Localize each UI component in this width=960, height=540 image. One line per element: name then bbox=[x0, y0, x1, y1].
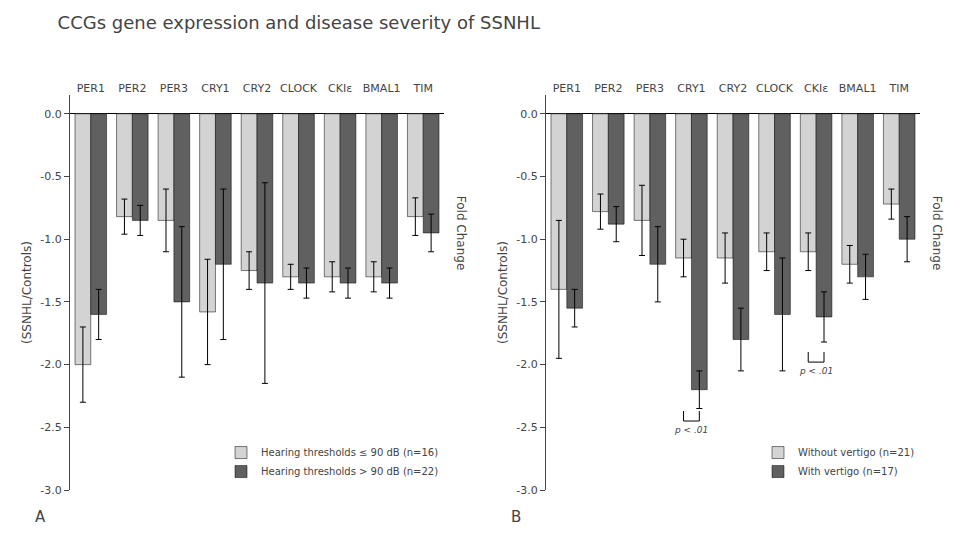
svg-text:CLOCK: CLOCK bbox=[756, 82, 794, 95]
svg-text:TIM: TIM bbox=[888, 82, 908, 95]
svg-text:With vertigo (n=17): With vertigo (n=17) bbox=[798, 466, 898, 477]
svg-text:-0.5: -0.5 bbox=[516, 170, 537, 183]
svg-text:CKIε: CKIε bbox=[328, 82, 352, 95]
svg-text:PER3: PER3 bbox=[636, 82, 664, 95]
svg-text:-2.0: -2.0 bbox=[40, 358, 61, 371]
svg-text:-2.5: -2.5 bbox=[516, 421, 537, 434]
svg-text:-1.0: -1.0 bbox=[40, 233, 61, 246]
svg-text:-0.5: -0.5 bbox=[40, 170, 61, 183]
svg-text:Fold Change: Fold Change bbox=[930, 196, 944, 271]
svg-text:p < .01: p < .01 bbox=[674, 425, 708, 435]
svg-text:-1.5: -1.5 bbox=[40, 296, 61, 309]
svg-text:BMAL1: BMAL1 bbox=[363, 82, 401, 95]
svg-text:TIM: TIM bbox=[412, 82, 432, 95]
svg-text:-1.5: -1.5 bbox=[516, 296, 537, 309]
svg-text:CKIε: CKIε bbox=[804, 82, 828, 95]
svg-text:(SSNHL/Controls): (SSNHL/Controls) bbox=[20, 241, 34, 344]
svg-text:PER1: PER1 bbox=[553, 82, 581, 95]
svg-text:CCGs gene expression and disea: CCGs gene expression and disease severit… bbox=[58, 12, 540, 33]
svg-text:CRY2: CRY2 bbox=[243, 82, 271, 95]
svg-text:BMAL1: BMAL1 bbox=[839, 82, 877, 95]
svg-text:PER1: PER1 bbox=[77, 82, 105, 95]
svg-text:CRY1: CRY1 bbox=[201, 82, 229, 95]
svg-text:Fold Change: Fold Change bbox=[454, 196, 468, 271]
svg-text:(SSNHL/Controls): (SSNHL/Controls) bbox=[496, 241, 510, 344]
svg-text:CRY2: CRY2 bbox=[719, 82, 747, 95]
svg-text:-3.0: -3.0 bbox=[516, 484, 537, 497]
svg-text:p < .01: p < .01 bbox=[799, 366, 833, 376]
svg-text:0.0: 0.0 bbox=[520, 108, 538, 121]
svg-text:Hearing thresholds > 90 dB (n=: Hearing thresholds > 90 dB (n=22) bbox=[261, 466, 438, 477]
svg-text:-3.0: -3.0 bbox=[40, 484, 61, 497]
svg-text:Hearing thresholds ≤ 90 dB (n=: Hearing thresholds ≤ 90 dB (n=16) bbox=[261, 447, 438, 458]
svg-text:A: A bbox=[35, 508, 46, 526]
svg-text:Without vertigo (n=21): Without vertigo (n=21) bbox=[798, 447, 914, 458]
svg-text:PER2: PER2 bbox=[118, 82, 146, 95]
svg-text:0.0: 0.0 bbox=[44, 108, 62, 121]
svg-text:CLOCK: CLOCK bbox=[280, 82, 318, 95]
svg-text:CRY1: CRY1 bbox=[677, 82, 705, 95]
svg-text:PER3: PER3 bbox=[160, 82, 188, 95]
svg-text:B: B bbox=[511, 508, 521, 526]
svg-text:PER2: PER2 bbox=[594, 82, 622, 95]
svg-text:-2.5: -2.5 bbox=[40, 421, 61, 434]
svg-text:-1.0: -1.0 bbox=[516, 233, 537, 246]
svg-text:-2.0: -2.0 bbox=[516, 358, 537, 371]
